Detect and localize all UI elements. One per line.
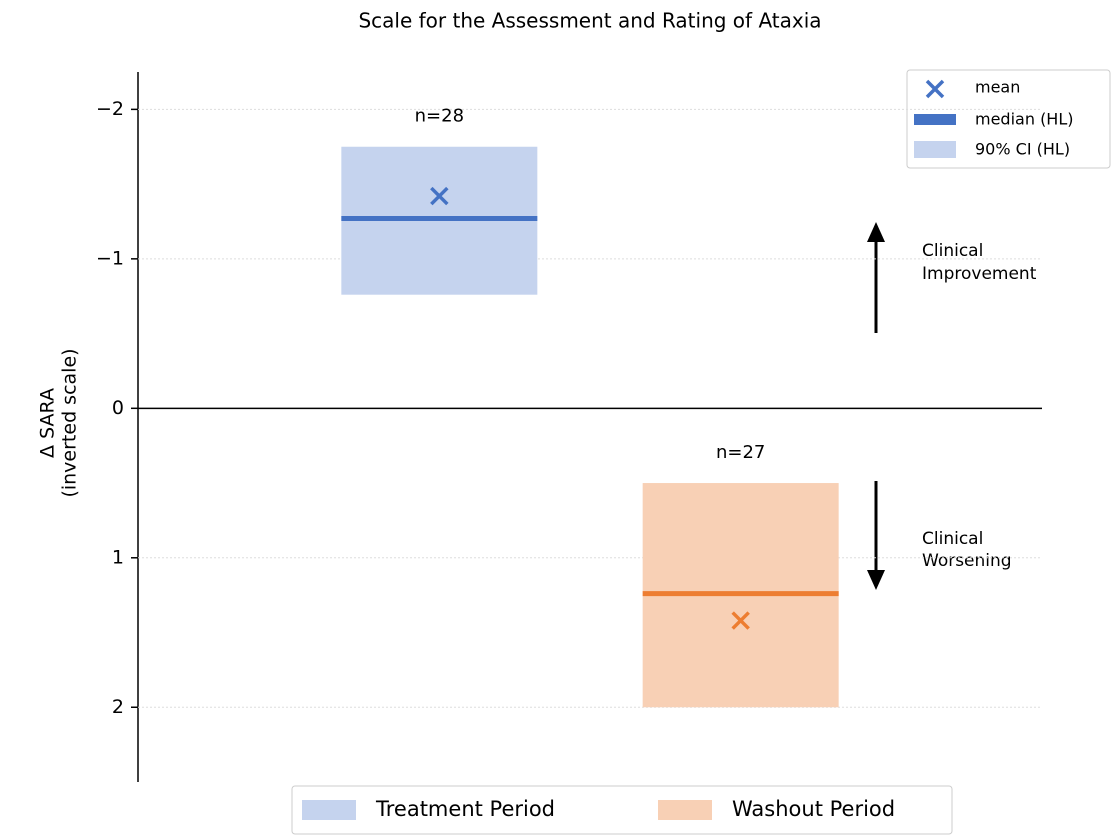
n-label: n=28	[415, 106, 464, 127]
y-axis-label: Δ SARA	[37, 388, 59, 458]
legend-swatch	[914, 114, 956, 125]
legend-label: Treatment Period	[375, 797, 555, 821]
y-axis-label: (inverted scale)	[59, 348, 81, 497]
legend-label: mean	[975, 78, 1020, 97]
legend-label: Washout Period	[732, 797, 895, 821]
legend-swatch	[925, 79, 945, 99]
arrow-head	[867, 570, 885, 590]
y-tick-label: 2	[112, 696, 124, 718]
chart-title: Scale for the Assessment and Rating of A…	[358, 9, 821, 33]
legend-label: 90% CI (HL)	[975, 140, 1070, 159]
annotation: Improvement	[922, 264, 1037, 284]
annotation: Clinical	[922, 529, 983, 549]
y-tick-label: 1	[112, 546, 124, 568]
y-tick-label: −1	[96, 247, 124, 269]
mean-marker	[731, 611, 750, 630]
y-tick-label: 0	[112, 397, 124, 419]
mean-marker	[430, 186, 449, 206]
n-label: n=27	[716, 442, 765, 463]
legend-swatch	[914, 141, 956, 158]
legend	[291, 785, 953, 835]
arrow-head	[867, 222, 885, 242]
annotation: Worsening	[922, 551, 1012, 571]
legend-swatch	[302, 800, 356, 820]
y-tick-label: −2	[96, 98, 124, 120]
legend-label: median (HL)	[975, 110, 1074, 129]
legend-swatch	[658, 800, 712, 820]
annotation: Clinical	[922, 241, 983, 261]
legend	[906, 69, 1111, 169]
